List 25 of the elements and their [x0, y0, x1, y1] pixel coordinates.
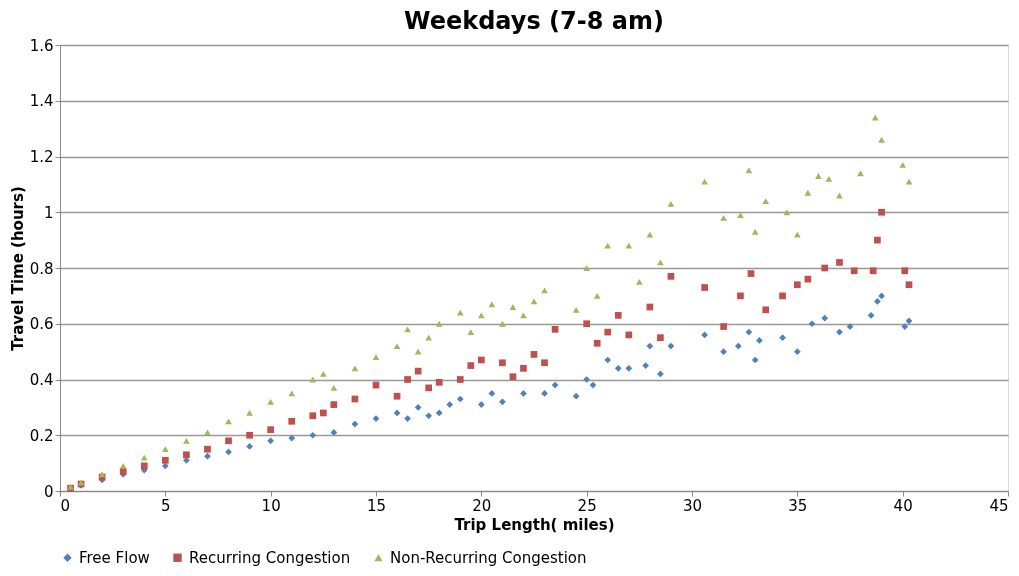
legend-label: Recurring Congestion [189, 548, 351, 567]
x-tick-label: 0 [60, 496, 71, 515]
x-tick-label: 5 [161, 496, 171, 515]
y-tick-label: 0 [43, 482, 54, 501]
legend-label: Free Flow [79, 548, 150, 567]
x-tick-label: 10 [261, 496, 281, 515]
legend-label: Non-Recurring Congestion [390, 548, 587, 567]
y-tick-label: 1.6 [29, 36, 54, 55]
y-tick-label: 0.6 [29, 315, 54, 334]
chart-title: Weekdays (7-8 am) [404, 7, 664, 35]
y-tick-label: 1.2 [29, 148, 54, 166]
x-tick-label: 35 [788, 496, 808, 515]
x-tick-label: 45 [989, 496, 1009, 515]
y-tick-label: 1.4 [29, 92, 54, 111]
x-tick-label: 30 [682, 496, 703, 515]
y-tick-label: 0.4 [29, 371, 54, 389]
x-tick-label: 25 [577, 496, 597, 515]
x-tick-label: 20 [472, 496, 492, 515]
y-tick-label: 0.8 [29, 259, 54, 278]
y-tick-label: 0.2 [29, 426, 54, 445]
y-tick-label: 1 [43, 203, 54, 222]
x-axis-title: Trip Length( miles) [454, 515, 615, 534]
x-tick-label: 40 [893, 496, 913, 515]
y-axis-title: Travel Time (hours) [8, 186, 27, 351]
x-tick-label: 15 [366, 496, 387, 515]
